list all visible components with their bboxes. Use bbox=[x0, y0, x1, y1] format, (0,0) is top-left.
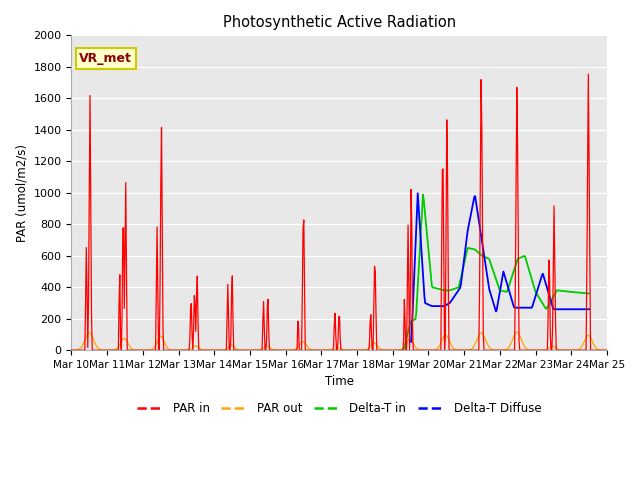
Y-axis label: PAR (umol/m2/s): PAR (umol/m2/s) bbox=[15, 144, 28, 242]
Delta-T in bbox=[77, 348, 85, 353]
Line: Delta-T in: Delta-T in bbox=[404, 195, 589, 349]
Line: PAR out: PAR out bbox=[72, 332, 607, 350]
Delta-T Diffuse bbox=[603, 348, 611, 353]
Delta-T Diffuse bbox=[187, 348, 195, 353]
Delta-T in bbox=[420, 204, 428, 210]
PAR out bbox=[132, 348, 140, 353]
Delta-T in bbox=[603, 348, 611, 353]
PAR out bbox=[603, 348, 611, 353]
PAR out bbox=[350, 348, 358, 353]
Delta-T Diffuse bbox=[414, 191, 422, 196]
PAR in bbox=[603, 348, 611, 353]
PAR out bbox=[513, 329, 521, 335]
PAR in bbox=[132, 348, 140, 353]
PAR out bbox=[405, 337, 413, 343]
Title: Photosynthetic Active Radiation: Photosynthetic Active Radiation bbox=[223, 15, 456, 30]
X-axis label: Time: Time bbox=[324, 375, 354, 388]
Text: VR_met: VR_met bbox=[79, 52, 132, 65]
Delta-T in bbox=[419, 192, 427, 198]
Delta-T in bbox=[404, 329, 412, 335]
Delta-T Diffuse bbox=[420, 294, 428, 300]
Legend: PAR in, PAR out, Delta-T in, Delta-T Diffuse: PAR in, PAR out, Delta-T in, Delta-T Dif… bbox=[132, 397, 546, 420]
PAR in bbox=[215, 348, 223, 353]
PAR in bbox=[187, 305, 195, 311]
Delta-T Diffuse bbox=[132, 348, 140, 353]
Delta-T in bbox=[132, 348, 140, 353]
Delta-T Diffuse bbox=[77, 348, 85, 353]
PAR out bbox=[77, 345, 85, 350]
Line: Delta-T Diffuse: Delta-T Diffuse bbox=[411, 193, 589, 342]
PAR out bbox=[187, 347, 195, 352]
Line: PAR in: PAR in bbox=[72, 74, 607, 350]
Delta-T Diffuse bbox=[404, 348, 412, 353]
PAR in bbox=[404, 222, 412, 228]
PAR out bbox=[420, 348, 428, 353]
Delta-T Diffuse bbox=[68, 348, 76, 353]
PAR in bbox=[420, 348, 428, 353]
Delta-T in bbox=[187, 348, 195, 353]
PAR in bbox=[584, 72, 592, 77]
Delta-T in bbox=[215, 348, 223, 353]
PAR out bbox=[215, 348, 223, 353]
PAR in bbox=[77, 348, 85, 353]
PAR in bbox=[68, 348, 76, 353]
PAR out bbox=[68, 348, 76, 353]
Delta-T Diffuse bbox=[215, 348, 223, 353]
Delta-T in bbox=[68, 348, 76, 353]
